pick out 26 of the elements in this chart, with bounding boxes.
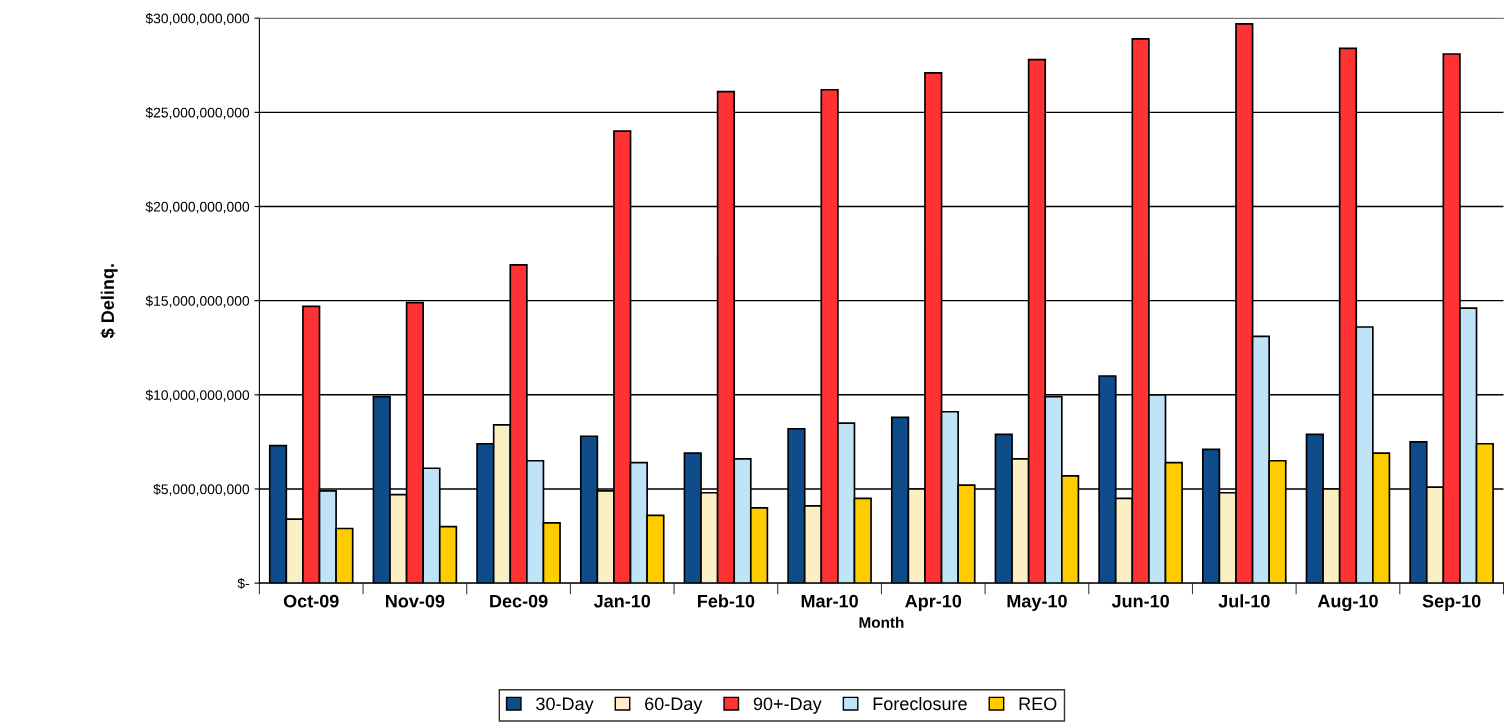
y-axis-title: $ Delinq. <box>100 264 118 339</box>
y-tick-label: $25,000,000,000 <box>145 107 250 120</box>
legend-label: 60-Day <box>645 697 703 714</box>
y-tick-label: $15,000,000,000 <box>145 295 250 308</box>
x-tick-label: Mar-10 <box>801 594 858 608</box>
legend-label: 90+-Day <box>753 697 822 714</box>
legend-label: REO <box>1019 697 1057 711</box>
x-tick-label: Aug-10 <box>1317 594 1378 612</box>
x-tick-label: Dec-09 <box>490 594 548 608</box>
x-tick-label: Feb-10 <box>698 594 755 608</box>
x-tick-label: Jan-10 <box>593 594 651 608</box>
y-tick-label: $20,000,000,000 <box>145 201 250 214</box>
x-tick-label: Apr-10 <box>905 594 962 612</box>
x-tick-label: May-10 <box>1007 594 1067 612</box>
x-tick-label: Nov-09 <box>386 594 445 608</box>
legend-label: 30-Day <box>536 697 594 714</box>
x-axis-title: Month <box>859 616 904 628</box>
y-tick-label: $5,000,000,000 <box>153 483 250 496</box>
x-tick-label: Jun-10 <box>1111 594 1169 608</box>
legend-label: Foreclosure <box>873 696 967 711</box>
y-tick-label: $- <box>237 577 250 590</box>
x-tick-label: Sep-10 <box>1422 594 1481 612</box>
y-tick-label: $10,000,000,000 <box>145 389 250 402</box>
y-tick-label: $30,000,000,000 <box>145 12 250 26</box>
x-tick-label: Oct-09 <box>283 594 339 608</box>
x-tick-label: Jul-10 <box>1218 594 1270 608</box>
